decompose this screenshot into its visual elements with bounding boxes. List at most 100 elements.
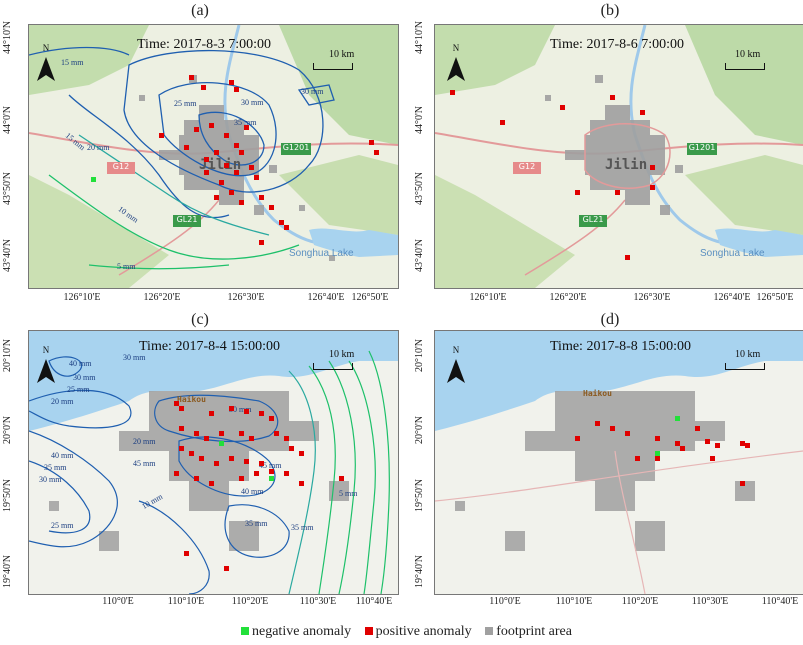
positive-anomaly-marker xyxy=(615,190,620,195)
positive-anomaly-marker xyxy=(740,441,745,446)
positive-anomaly-marker xyxy=(244,125,249,130)
positive-anomaly-marker xyxy=(680,446,685,451)
positive-anomaly-marker xyxy=(179,446,184,451)
positive-anomaly-marker xyxy=(159,133,164,138)
map-panel-a: G1201 G12 GL21 Jilin Songhua Lake 15 mm … xyxy=(28,24,399,289)
positive-anomaly-marker xyxy=(174,401,179,406)
scale-bar xyxy=(313,63,353,70)
anomaly-points-c xyxy=(174,401,344,571)
scale-label: 10 km xyxy=(329,49,355,60)
contour-label: 15 mm xyxy=(61,58,84,67)
positive-anomaly-marker xyxy=(625,431,630,436)
ytick: 43°40'N xyxy=(2,238,13,272)
positive-anomaly-marker xyxy=(369,140,374,145)
positive-anomaly-marker xyxy=(705,439,710,444)
positive-anomaly-marker xyxy=(284,436,289,441)
ytick: 44°0'N xyxy=(414,105,425,134)
xtick: 110°30'E xyxy=(299,596,337,607)
scale-bar xyxy=(725,63,765,70)
legend-negative: negative anomaly xyxy=(252,624,352,639)
positive-anomaly-marker xyxy=(284,225,289,230)
positive-anomaly-marker xyxy=(254,175,259,180)
contour-label: 20 mm xyxy=(51,397,74,406)
xtick: 126°50'E xyxy=(756,292,794,303)
positive-anomaly-marker xyxy=(650,185,655,190)
contour-label: 30 mm xyxy=(241,98,264,107)
contour-label: 5 mm xyxy=(339,489,358,498)
contour-label: 30 mm xyxy=(73,373,96,382)
positive-anomaly-marker xyxy=(184,551,189,556)
positive-anomaly-marker xyxy=(194,476,199,481)
ytick: 44°10'N xyxy=(414,20,425,54)
scale-bar xyxy=(313,363,353,370)
north-label: N xyxy=(452,345,460,355)
ytick: 19°40'N xyxy=(414,554,425,588)
positive-anomaly-marker xyxy=(640,110,645,115)
positive-anomaly-marker xyxy=(229,190,234,195)
ytick: 20°10'N xyxy=(2,338,13,372)
contour-label: 30 mm xyxy=(301,87,324,96)
contour-label: 25 mm xyxy=(67,385,90,394)
positive-anomaly-marker xyxy=(239,150,244,155)
positive-anomaly-marker xyxy=(234,170,239,175)
ytick: 43°50'N xyxy=(414,171,425,205)
positive-anomaly-marker xyxy=(274,431,279,436)
north-label: N xyxy=(42,345,50,355)
positive-anomaly-marker xyxy=(249,165,254,170)
positive-anomaly-marker xyxy=(254,471,259,476)
scale-label: 10 km xyxy=(735,49,761,60)
positive-anomaly-marker xyxy=(204,157,209,162)
positive-anomaly-marker xyxy=(374,150,379,155)
scale-label: 10 km xyxy=(735,349,761,360)
positive-anomaly-marker xyxy=(259,411,264,416)
anomaly-points-a xyxy=(91,75,379,245)
xtick: 126°20'E xyxy=(549,292,587,303)
contour-label: 35 mm xyxy=(234,118,257,127)
positive-anomaly-marker xyxy=(179,406,184,411)
xtick: 110°20'E xyxy=(621,596,659,607)
north-arrow-icon xyxy=(37,359,55,383)
positive-anomaly-marker xyxy=(249,436,254,441)
xtick: 126°40'E xyxy=(713,292,751,303)
legend-positive: positive anomaly xyxy=(375,624,472,639)
positive-anomaly-marker xyxy=(299,451,304,456)
legend: negative anomaly positive anomaly footpr… xyxy=(0,624,803,640)
positive-anomaly-marker xyxy=(269,469,274,474)
map-panel-c: Haikou 40 mm 30 mm 30 mm 25 mm 20 mm 50 … xyxy=(28,330,399,595)
panel-a-label: (a) xyxy=(191,2,209,19)
positive-anomaly-marker xyxy=(695,426,700,431)
contour-label: 35 mm xyxy=(245,519,268,528)
positive-anomaly-marker xyxy=(500,120,505,125)
panel-b-label: (b) xyxy=(600,2,620,19)
time-stamp: Time: 2017-8-3 7:00:00 xyxy=(137,37,272,52)
lake-label: Songhua Lake xyxy=(289,248,354,259)
positive-anomaly-marker xyxy=(299,481,304,486)
positive-anomaly-marker xyxy=(194,127,199,132)
ytick: 20°0'N xyxy=(2,415,13,444)
north-arrow-icon xyxy=(37,57,55,81)
time-stamp: Time: 2017-8-8 15:00:00 xyxy=(550,339,692,354)
anomaly-points-d xyxy=(575,416,750,486)
contour-label: 40 mm xyxy=(69,359,92,368)
positive-anomaly-marker xyxy=(610,95,615,100)
road-shield-g1201: G1201 xyxy=(281,143,311,155)
map-d-graphics xyxy=(435,331,803,594)
positive-anomaly-marker xyxy=(189,75,194,80)
positive-anomaly-marker xyxy=(179,426,184,431)
positive-anomaly-marker xyxy=(289,446,294,451)
positive-anomaly-marker xyxy=(595,421,600,426)
positive-anomaly-marker xyxy=(259,240,264,245)
map-b-graphics xyxy=(435,25,803,288)
xtick: 110°10'E xyxy=(167,596,205,607)
positive-anomaly-marker xyxy=(199,456,204,461)
ytick: 20°0'N xyxy=(414,415,425,444)
positive-anomaly-marker xyxy=(675,441,680,446)
xtick: 110°30'E xyxy=(691,596,729,607)
positive-anomaly-marker xyxy=(174,471,179,476)
road-shield-g12: G12 xyxy=(107,162,135,174)
ytick: 44°10'N xyxy=(2,20,13,54)
positive-anomaly-marker xyxy=(339,476,344,481)
city-label: Jilin xyxy=(605,157,648,173)
contour-label: 20 mm xyxy=(133,437,156,446)
negative-anomaly-marker xyxy=(675,416,680,421)
